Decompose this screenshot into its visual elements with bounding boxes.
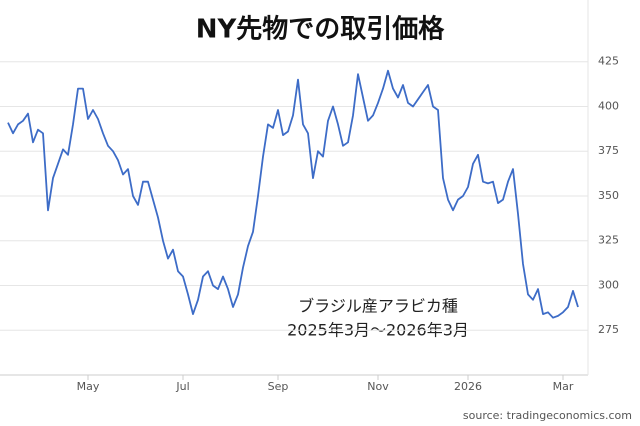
x-tick-label: Jul	[175, 380, 189, 393]
y-tick-label: 275	[598, 323, 619, 336]
y-tick-label: 350	[598, 189, 619, 202]
y-tick-label: 400	[598, 99, 619, 112]
price-line	[7, 69, 579, 319]
source: source: tradingeconomics.com	[463, 409, 632, 422]
chart-title: NY先物での取引価格	[196, 14, 446, 45]
y-tick-label: 325	[598, 234, 619, 247]
x-tick-label: May	[77, 380, 100, 393]
y-tick-label: 300	[598, 278, 619, 291]
x-tick-label: Mar	[553, 380, 574, 393]
y-tick-label: 375	[598, 144, 619, 157]
x-tick-label: 2026	[454, 380, 482, 393]
y-tick-label: 425	[598, 55, 619, 68]
x-tick-label: Sep	[268, 380, 289, 393]
x-tick-label: Nov	[367, 380, 389, 393]
annotation: ブラジル産アラビカ種	[298, 297, 458, 316]
